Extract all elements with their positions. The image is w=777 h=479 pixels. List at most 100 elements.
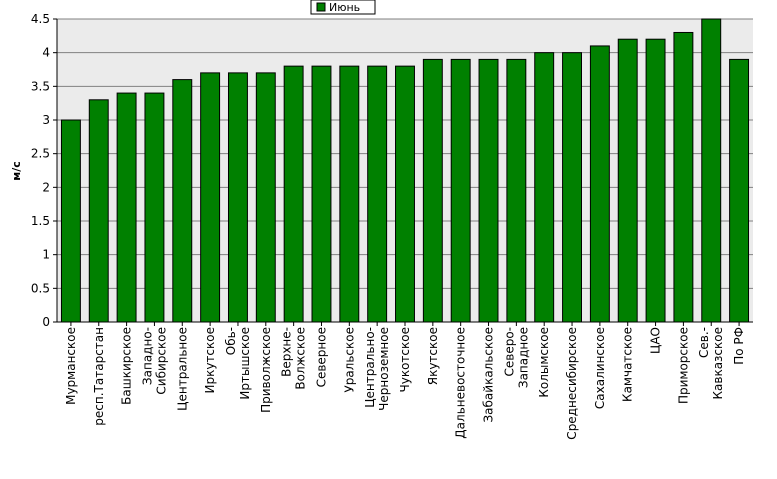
x-tick-label: респ.Татарстан [92,327,106,426]
y-tick-label: 4.5 [31,12,50,26]
x-tick-label-line: Западно- [140,327,154,385]
bar [116,92,137,323]
x-tick-label-line: Приморское [676,327,690,404]
x-tick-label-line: Иртышское [238,327,252,400]
x-tick-label-line: Чукотское [398,327,412,392]
y-tick-label: 2 [42,180,50,194]
bar [227,72,248,323]
x-tick-label: Забайкальское [482,327,496,423]
x-tick-label-line: Волжское [294,327,308,390]
bar [450,58,471,323]
x-tick-label: Колымское [537,327,551,398]
x-tick-label: Уральское [342,327,356,393]
x-tick-label-line: Центрально- [363,327,377,408]
bar [562,52,583,323]
y-tick-label: 2.5 [31,147,50,161]
x-tick-label: Северо- Западное [502,327,530,388]
y-tick-labels: 0 0.5 1 1.5 2 2.5 3 3.5 4 4.5 [31,12,57,329]
bar [673,31,694,323]
bar [200,72,221,323]
x-tick-label-line: Сибирское [154,327,168,395]
bar [506,58,527,323]
x-tick-label-line: Сев.- [697,327,711,358]
x-tick-label: Чукотское [398,327,412,392]
x-tick-label: Мурманское [64,327,78,405]
bar [701,18,722,323]
x-tick-label-line: Центральное [175,327,189,411]
x-tick-label-line: Якутское [426,327,440,385]
x-tick-label: Верхне- Волжское [280,327,308,390]
x-tick-label: Приволжское [259,327,273,413]
x-tick-label: По РФ [732,327,746,365]
bar [729,58,750,323]
bars [60,18,750,323]
x-category-labels: Мурманское респ.Татарстан Башкирское Западн… [64,322,746,440]
legend-label: Июнь [329,1,360,14]
x-tick-label: Северное [314,327,328,387]
x-tick-label: Башкирское [120,327,134,405]
y-tick-label: 0.5 [31,281,50,295]
bar [617,38,638,323]
x-tick-label-line: Колымское [537,327,551,398]
bar [478,58,499,323]
bar [534,52,555,323]
bar [339,65,360,323]
x-tick-label-line: Дальневосточное [454,327,468,439]
y-tick-label: 0 [42,315,50,329]
x-tick-label-line: Мурманское [64,327,78,405]
bar [172,79,193,323]
y-axis-label: м/с [10,161,23,181]
legend-box [310,0,376,15]
x-tick-label-line: Камчатское [621,327,635,402]
x-tick-label: Центральное [175,327,189,411]
x-tick-label-line: Верхне- [280,327,294,377]
bar [367,65,388,323]
bar [645,38,666,323]
bar [422,58,443,323]
x-tick-label-line: Приволжское [259,327,273,413]
x-tick-label-line: Сахалинское [593,327,607,409]
x-tick-label-line: Западное [516,327,530,388]
x-tick-label-line: Обь- [224,327,238,355]
x-tick-label: Сев.- Кавказское [697,327,725,400]
x-tick-label: Дальневосточное [454,327,468,439]
x-tick-label-line: Черноземное [377,327,391,411]
x-tick-label-line: Иркутское [203,327,217,394]
x-tick-label: Якутское [426,327,440,385]
x-tick-label-line: По РФ [732,327,746,365]
legend: Июнь [310,0,376,15]
x-tick-label: Приморское [676,327,690,404]
x-tick-label-line: Кавказское [711,327,725,400]
legend-swatch [316,2,326,12]
x-tick-label-line: респ.Татарстан [92,327,106,426]
x-tick-label-line: Северо- [502,327,516,377]
bar [395,65,415,323]
y-tick-label: 3 [42,113,50,127]
x-tick-label-line: ЦАО [649,327,663,354]
y-tick-label: 1.5 [31,214,50,228]
bar [88,99,109,323]
x-tick-label: Сахалинское [593,327,607,409]
x-tick-label-line: Забайкальское [482,327,496,423]
bar [60,119,81,323]
x-tick-label: Среднесибирское [565,327,579,440]
y-tick-label: 1 [42,248,50,262]
x-tick-label-line: Башкирское [120,327,134,405]
x-tick-label: Иркутское [203,327,217,394]
y-tick-label: 4 [42,46,50,60]
bar [283,65,304,323]
x-tick-label-line: Среднесибирское [565,327,579,440]
x-tick-label: Центрально- Черноземное [363,327,391,411]
bar [144,92,165,323]
x-tick-label-line: Уральское [342,327,356,393]
y-tick-label: 3.5 [31,79,50,93]
bar [311,65,332,323]
x-tick-label: Камчатское [621,327,635,402]
bar [589,45,610,323]
x-tick-label: ЦАО [649,327,663,354]
bar [255,72,276,323]
x-tick-label: Западно- Сибирское [140,327,168,395]
x-tick-label-line: Северное [314,327,328,387]
x-tick-label: Обь- Иртышское [224,327,252,400]
